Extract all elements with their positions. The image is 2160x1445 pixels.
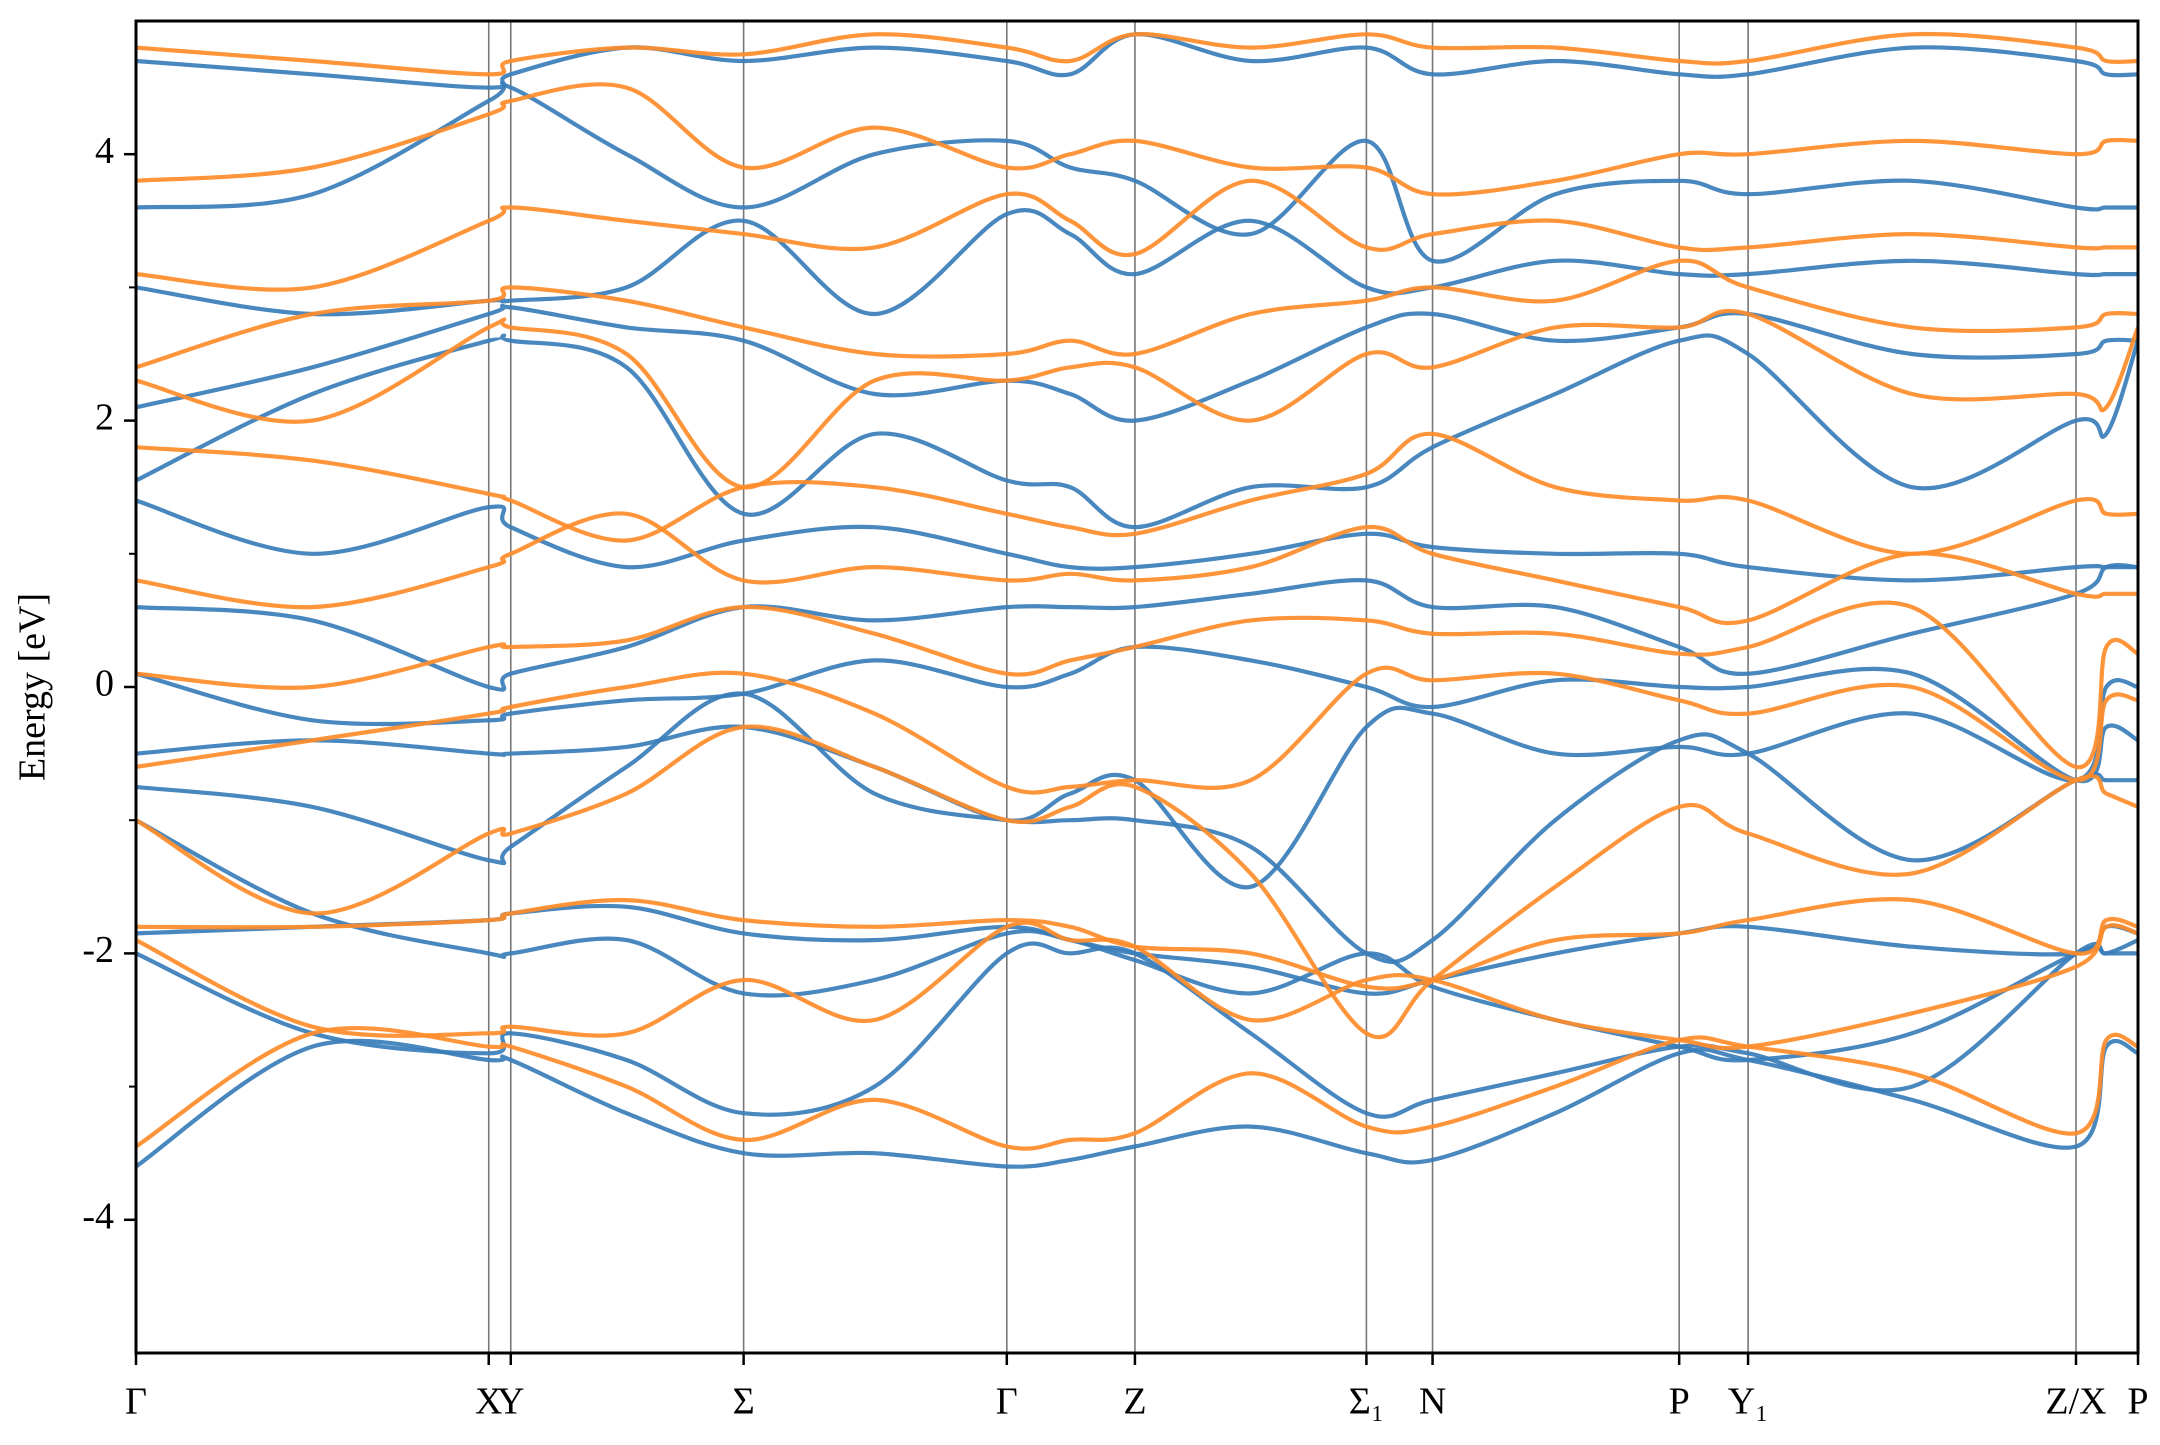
band-line — [136, 82, 2138, 197]
band-line — [136, 644, 2138, 784]
x-tick-label: P — [2127, 1381, 2148, 1423]
band-line — [136, 724, 2138, 1040]
band-line — [136, 81, 2138, 264]
band-line — [136, 31, 2138, 77]
band-line — [136, 938, 2138, 1119]
bands — [136, 31, 2138, 1169]
x-tick-label: P — [1669, 1381, 1690, 1423]
y-tick-label: 0 — [95, 663, 114, 705]
x-tick-label: Z — [1123, 1381, 1146, 1423]
band-line — [136, 600, 2138, 770]
x-tick-label: N — [1419, 1381, 1446, 1423]
band-line — [136, 498, 2138, 583]
axes: -4 -2 0 2 4 Γ XY Σ Γ Z Σ₁ N P Y₁ Z/X P — [82, 130, 2148, 1423]
band-line — [136, 511, 2138, 626]
plot-frame — [134, 19, 2140, 1355]
grid — [135, 21, 2139, 1353]
band-line — [136, 1025, 2138, 1151]
x-tick-label: X — [475, 1381, 502, 1423]
band-line — [136, 308, 2138, 490]
x-tick-label: Γ — [996, 1381, 1018, 1423]
x-tick-label: Σ — [733, 1381, 755, 1423]
y-tick-label: 4 — [95, 130, 114, 172]
x-tick-label: Σ₁ — [1349, 1381, 1384, 1423]
band-line — [136, 303, 2138, 423]
band-line — [136, 208, 2138, 317]
band-line — [136, 920, 2138, 1051]
band-line — [136, 818, 2138, 1063]
band-line — [136, 563, 2138, 692]
band-line — [136, 1038, 2138, 1169]
band-line — [136, 897, 2138, 991]
band-line — [136, 678, 2138, 890]
band-line — [136, 665, 2138, 795]
y-tick-label: -2 — [82, 929, 114, 971]
x-tick-label: Γ — [125, 1381, 147, 1423]
band-line — [136, 431, 2138, 556]
x-tick-label: Z/X — [2045, 1381, 2106, 1423]
band-line — [136, 258, 2138, 370]
y-tick-label: -4 — [82, 1196, 114, 1238]
y-axis-label: Energy [eV] — [12, 593, 54, 781]
band-line — [136, 178, 2138, 292]
x-tick-label: Y₁ — [1728, 1381, 1769, 1423]
x-tick-label: Y — [497, 1381, 524, 1423]
y-tick-label: 2 — [95, 396, 114, 438]
band-line — [136, 333, 2138, 530]
